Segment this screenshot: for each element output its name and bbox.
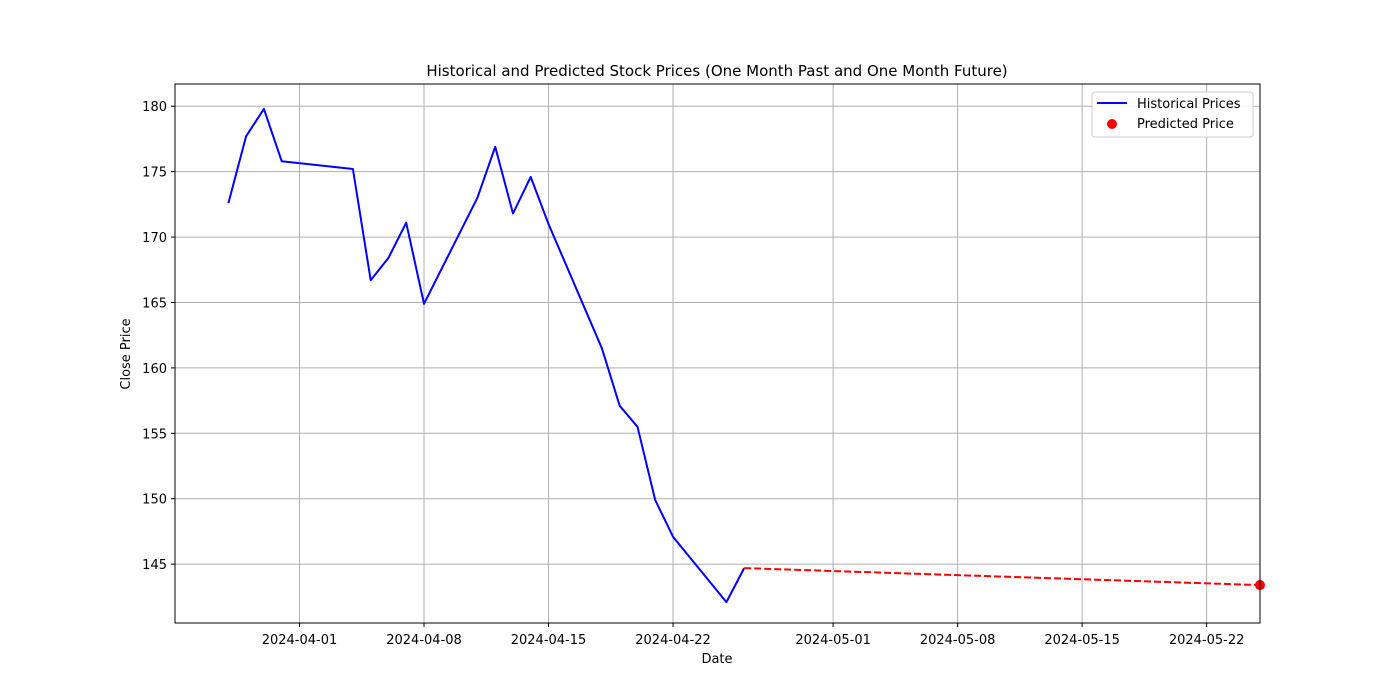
y-tick-label: 170 [142,231,167,246]
chart-title: Historical and Predicted Stock Prices (O… [426,62,1007,80]
x-axis-label: Date [701,652,732,667]
grid [175,84,1260,623]
x-tick-label: 2024-05-08 [920,633,996,648]
legend: Historical Prices Predicted Price [1091,91,1254,138]
x-tick-label: 2024-04-01 [262,633,338,648]
y-tick-label: 145 [142,558,167,573]
historical-price-line [227,107,746,604]
legend-box [1091,91,1254,138]
x-tick-label: 2024-04-08 [386,633,462,648]
x-tick-label: 2024-04-15 [511,633,587,648]
x-tick-label: 2024-04-22 [635,633,711,648]
x-tick-label: 2024-05-01 [795,633,871,648]
y-tick-label: 160 [142,362,167,377]
y-tick-label: 155 [142,427,167,442]
y-axis: 145 150 155 160 165 170 175 180 [142,100,175,573]
y-tick-label: 165 [142,296,167,311]
x-tick-label: 2024-05-15 [1044,633,1120,648]
y-tick-label: 175 [142,166,167,181]
y-tick-label: 150 [142,493,167,508]
prediction-dashed-line [744,567,1261,587]
y-axis-label: Close Price [119,318,134,389]
legend-label-historical: Historical Prices [1137,97,1241,112]
y-tick-label: 180 [142,100,167,115]
plot-frame [174,83,1261,624]
legend-marker-predicted [1107,119,1117,129]
series-layer [227,107,1265,604]
x-axis: 2024-04-01 2024-04-08 2024-04-15 2024-04-22… [262,623,1245,648]
x-tick-label: 2024-05-22 [1169,633,1245,648]
legend-label-predicted: Predicted Price [1137,117,1234,132]
